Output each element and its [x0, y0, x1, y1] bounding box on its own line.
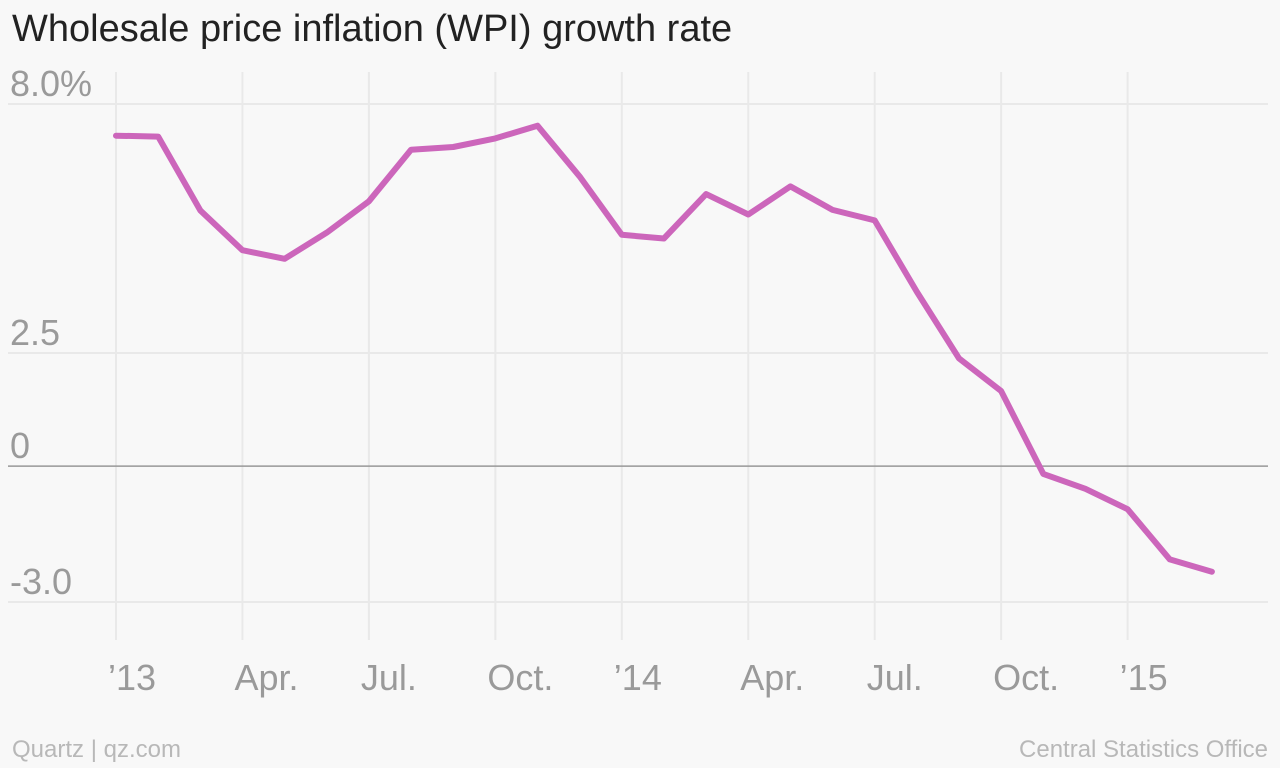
data-point-2015-03 [1209, 569, 1215, 575]
data-point-2014-10 [998, 388, 1004, 394]
data-point-2013-01 [113, 133, 119, 139]
x-tick-label-7: Oct. [993, 657, 1059, 698]
grid [8, 72, 1268, 640]
data-point-2013-10 [492, 135, 498, 141]
x-tick-label-3: Oct. [487, 657, 553, 698]
data-point-2013-05 [282, 256, 288, 262]
data-point-2014-03 [703, 191, 709, 197]
data-point-2013-04 [239, 247, 245, 253]
data-point-2013-08 [408, 147, 414, 153]
data-point-2014-08 [914, 289, 920, 295]
data-point-2015-01 [1125, 506, 1131, 512]
data-point-2014-05 [787, 183, 793, 189]
data-point-2014-06 [830, 207, 836, 213]
y-tick-label-3: -3.0 [10, 561, 72, 602]
footer-source-quartz: Quartz | qz.com [12, 736, 181, 763]
series-line-0 [113, 122, 1215, 575]
y-tick-label-2: 0 [10, 425, 30, 466]
series-layer [113, 122, 1215, 575]
data-point-2013-09 [450, 144, 456, 150]
x-tick-label-8: ’15 [1120, 657, 1168, 698]
x-axis-ticks: ’13 Apr. Jul. Oct. ’14 Apr. Jul. Oct. ’15 [108, 657, 1168, 698]
data-point-2014-04 [745, 212, 751, 218]
data-point-2015-02 [1167, 556, 1173, 562]
chart-title: Wholesale price inflation (WPI) growth r… [12, 8, 733, 50]
x-tick-label-2: Jul. [361, 657, 417, 698]
data-point-2014-02 [661, 236, 667, 242]
x-tick-label-0: ’13 [108, 657, 156, 698]
data-point-2013-07 [366, 198, 372, 204]
data-point-2013-02 [155, 134, 161, 140]
x-tick-label-5: Apr. [740, 657, 804, 698]
y-axis-ticks: 8.0% 2.5 0 -3.0 [10, 63, 92, 602]
x-tick-label-1: Apr. [234, 657, 298, 698]
data-point-2013-12 [577, 173, 583, 179]
data-point-2014-01 [619, 232, 625, 238]
data-point-2014-07 [872, 217, 878, 223]
x-tick-label-4: ’14 [614, 657, 662, 698]
data-point-2014-09 [956, 355, 962, 361]
y-tick-label-0: 8.0% [10, 63, 92, 104]
footer-source-cso: Central Statistics Office [1019, 736, 1268, 763]
data-point-2013-06 [324, 230, 330, 236]
data-point-2013-03 [197, 207, 203, 213]
x-tick-label-6: Jul. [867, 657, 923, 698]
data-point-2014-12 [1082, 486, 1088, 492]
y-tick-label-1: 2.5 [10, 312, 60, 353]
data-point-2014-11 [1040, 471, 1046, 477]
data-point-2013-11 [535, 123, 541, 129]
